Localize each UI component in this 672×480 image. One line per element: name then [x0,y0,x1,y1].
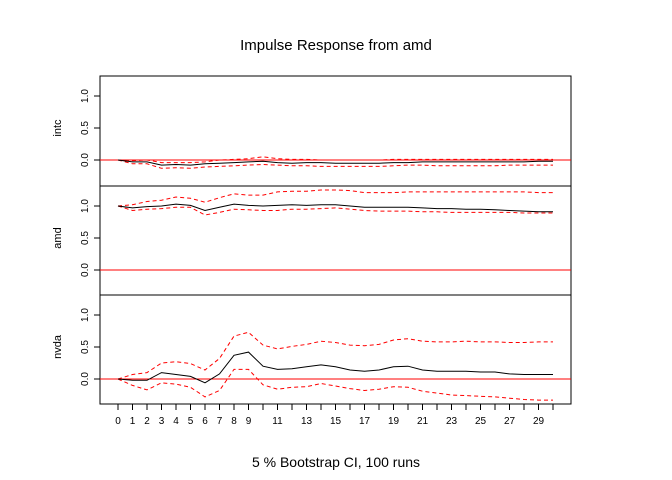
y-tick-label: 0.5 [80,231,91,245]
x-tick-label: 29 [533,416,545,427]
panel-amd: 0.0 0.5 1.0 amd [52,185,572,296]
x-tick-label: 15 [330,416,342,427]
y-tick-label: 0.5 [80,121,91,135]
panels-group: 0.0 0.5 1.0 intc 0.0 0.5 1.0 amd 0.0 0.5 1.0 nvda [52,75,572,405]
x-axis-label: 5 % Bootstrap CI, 100 runs [252,454,420,470]
x-axis: 0 1 2 3 4 5 6 7 8 9 11 13 15 17 19 21 23 25 27 29 [115,403,554,427]
x-tick-label: 23 [446,416,458,427]
ci-upper-line [117,331,553,380]
y-axis-label-amd: amd [52,227,64,248]
x-tick-label: 17 [359,416,371,427]
y-tick-label: 1.0 [80,308,91,322]
panel-frame [99,75,572,187]
y-axis-label-nvda: nvda [52,334,64,359]
ci-lower-line [117,205,553,216]
ci-lower-line [117,368,553,401]
chart-title: Impulse Response from amd [240,37,432,54]
panel-frame [99,185,572,296]
x-tick-label: 7 [217,416,223,427]
x-tick-label: 9 [246,416,252,427]
x-tick-label: 0 [115,416,121,427]
x-tick-label: 13 [301,416,313,427]
y-tick-label: 0.0 [80,263,91,277]
y-tick-label: 0.0 [80,372,91,386]
y-tick-label: 1.0 [80,89,91,103]
y-tick-label: 0.0 [80,153,91,167]
x-tick-label: 19 [388,416,400,427]
ci-upper-line [117,189,553,207]
x-tick-label: 5 [188,416,194,427]
x-tick-label: 11 [272,416,283,427]
x-tick-label: 25 [475,416,487,427]
x-tick-label: 27 [504,416,516,427]
ci-upper-line [117,156,553,164]
x-tick-label: 3 [159,416,165,427]
x-tick-label: 1 [130,416,136,427]
response-line [117,203,553,213]
x-tick-label: 4 [173,416,179,427]
y-axis-label-intc: intc [52,119,64,137]
y-tick-label: 0.5 [80,340,91,354]
panel-frame [99,294,572,405]
panel-intc: 0.0 0.5 1.0 intc [52,75,572,187]
x-tick-label: 21 [417,416,429,427]
x-tick-label: 8 [231,416,237,427]
ci-lower-line [117,159,553,169]
response-line [117,159,553,166]
response-line [117,351,553,384]
x-tick-label: 6 [202,416,208,427]
x-tick-label: 2 [144,416,150,427]
y-tick-label: 1.0 [80,199,91,213]
panel-nvda: 0.0 0.5 1.0 nvda [52,294,572,405]
